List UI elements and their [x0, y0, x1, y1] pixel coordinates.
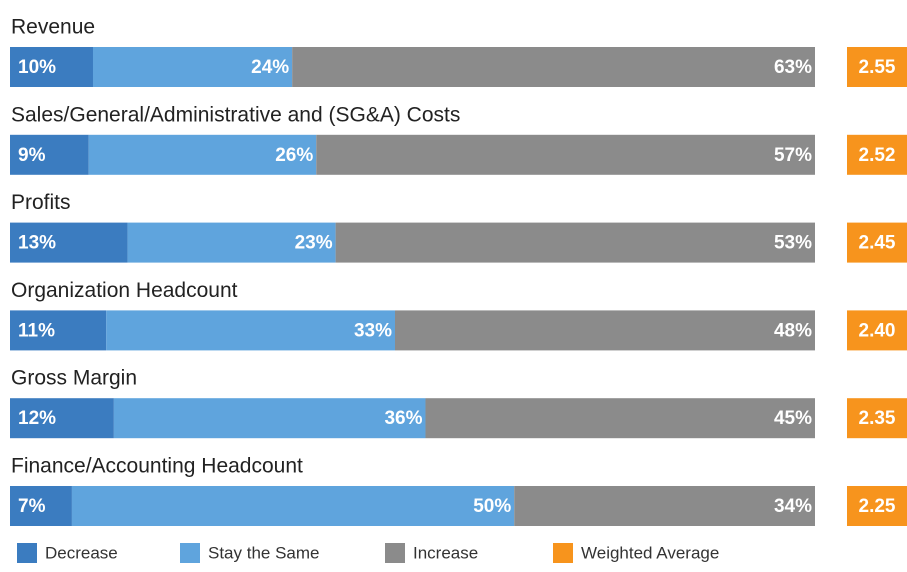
category-label: Gross Margin: [11, 367, 137, 390]
legend-swatch: [17, 543, 37, 563]
weighted-average-label: 2.52: [859, 145, 896, 166]
weighted-average-box: [847, 310, 907, 351]
bar-segment: [10, 222, 128, 263]
value-label: 12%: [18, 408, 56, 429]
value-label: 7%: [18, 496, 46, 517]
bar-segment: [10, 486, 72, 526]
bar-segment: [425, 398, 815, 439]
bar-segment: [335, 222, 815, 263]
value-label: 45%: [774, 408, 812, 429]
bar-segment: [10, 310, 107, 351]
value-label: 57%: [774, 145, 812, 166]
value-label: 24%: [251, 57, 289, 78]
legend-label: Decrease: [45, 543, 118, 562]
value-label: 36%: [384, 408, 422, 429]
value-label: 53%: [774, 233, 812, 254]
value-label: 48%: [774, 320, 812, 341]
value-label: 33%: [354, 320, 392, 341]
bar-segment: [395, 310, 815, 351]
category-label: Sales/General/Administrative and (SG&A) …: [11, 103, 460, 126]
value-label: 34%: [774, 496, 812, 517]
category-label: Finance/Accounting Headcount: [11, 455, 303, 478]
legend-swatch: [553, 543, 573, 563]
weighted-average-label: 2.45: [859, 233, 896, 254]
bar-segment: [92, 47, 293, 87]
bar-segment: [316, 134, 815, 175]
value-label: 26%: [275, 145, 313, 166]
weighted-average-box: [847, 398, 907, 439]
legend-label: Stay the Same: [208, 543, 320, 562]
bar-segment: [10, 134, 89, 175]
legend-swatch: [180, 543, 200, 563]
value-label: 10%: [18, 57, 56, 78]
legend-swatch: [385, 543, 405, 563]
bar-segment: [10, 398, 114, 439]
weighted-average-label: 2.40: [859, 320, 896, 341]
weighted-average-label: 2.35: [859, 408, 896, 429]
value-label: 9%: [18, 145, 46, 166]
weighted-average-box: [847, 222, 907, 263]
legend-label: Increase: [413, 543, 478, 562]
value-label: 11%: [18, 320, 55, 341]
weighted-average-label: 2.25: [859, 496, 896, 517]
bar-segment: [514, 486, 815, 526]
bar-segment: [113, 398, 426, 439]
weighted-average-box: [847, 134, 907, 175]
value-label: 23%: [295, 233, 333, 254]
bar-segment: [127, 222, 336, 263]
weighted-average-label: 2.55: [859, 57, 896, 78]
bar-segment: [71, 486, 515, 526]
value-label: 13%: [18, 233, 56, 254]
bar-segment: [292, 47, 816, 87]
weighted-average-box: [847, 486, 907, 526]
category-label: Profits: [11, 191, 71, 214]
bar-segment: [88, 134, 317, 175]
legend-label: Weighted Average: [581, 543, 719, 562]
value-label: 63%: [774, 57, 812, 78]
bar-segment: [106, 310, 395, 351]
weighted-average-box: [847, 47, 907, 87]
category-label: Revenue: [11, 16, 95, 39]
value-label: 50%: [473, 496, 511, 517]
bar-segment: [10, 47, 93, 87]
category-label: Organization Headcount: [11, 279, 238, 302]
